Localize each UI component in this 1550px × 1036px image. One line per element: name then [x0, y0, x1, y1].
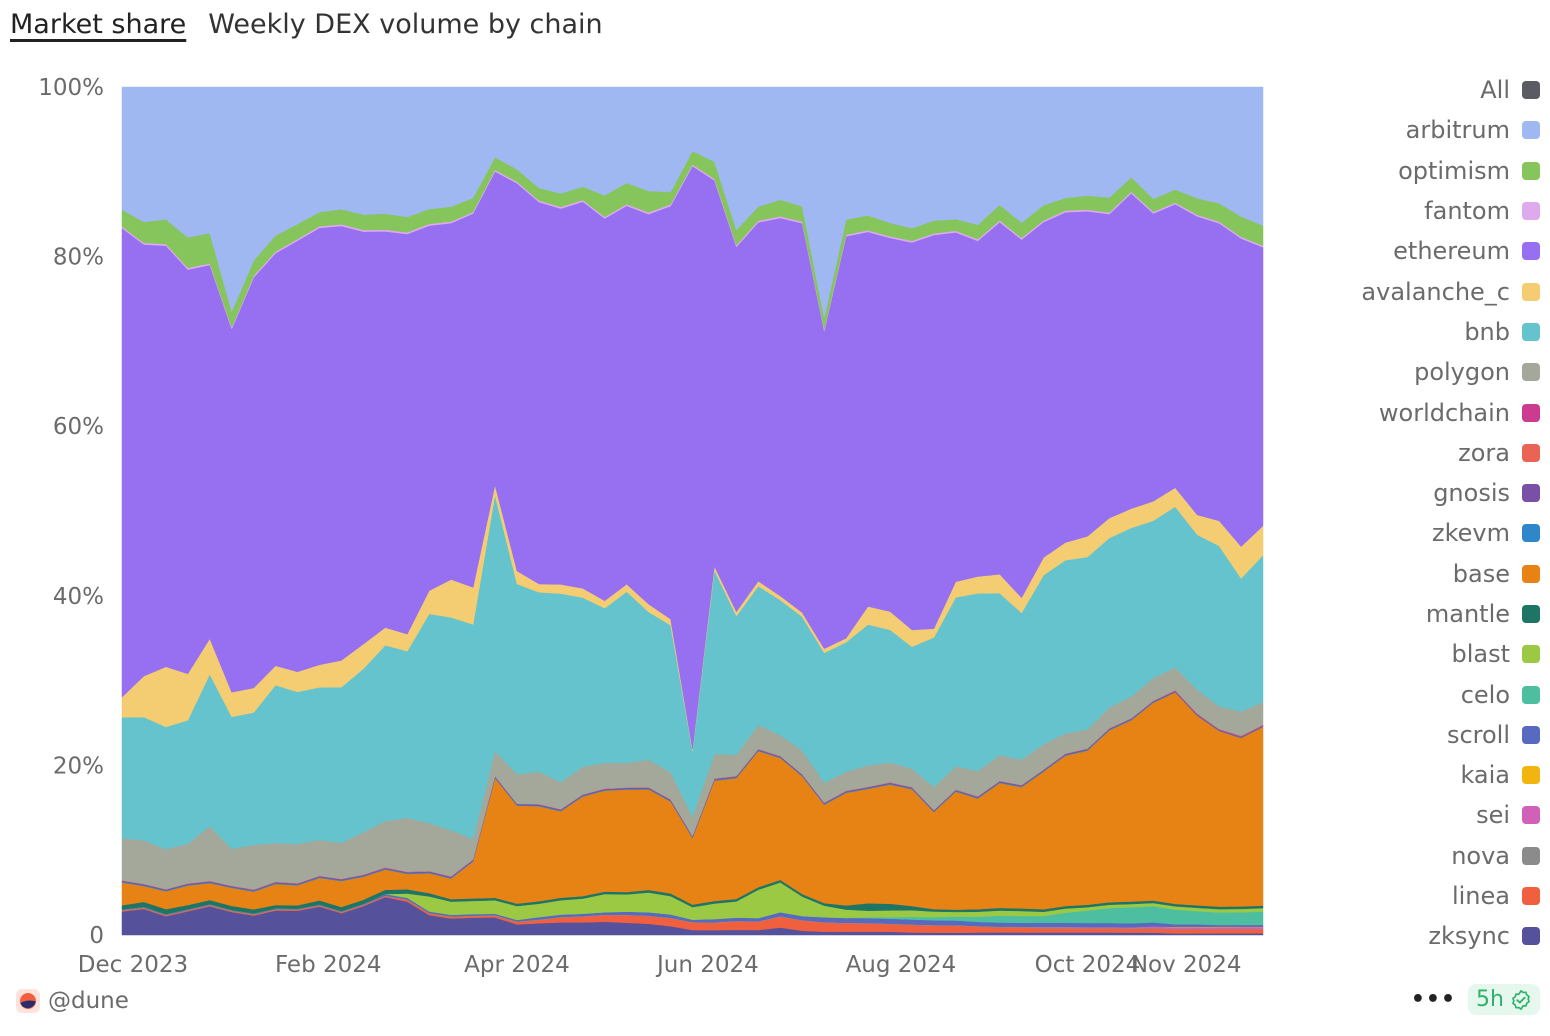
y-tick-label: 20% — [53, 753, 104, 779]
legend-item-ethereum[interactable]: ethereum — [1320, 231, 1540, 271]
legend-label: polygon — [1414, 358, 1510, 387]
legend-item-gnosis[interactable]: gnosis — [1320, 473, 1540, 513]
legend-label: bnb — [1464, 317, 1510, 346]
y-axis: 0 20% 40% 60% 80% 100% — [38, 75, 104, 949]
legend-swatch — [1522, 322, 1540, 341]
x-axis: Dec 2023 Feb 2024 Apr 2024 Jun 2024 Aug 2024… — [78, 952, 1242, 978]
legend-item-optimism[interactable]: optimism — [1320, 151, 1540, 191]
legend-item-worldchain[interactable]: worldchain — [1320, 392, 1540, 432]
area-layers — [121, 86, 1264, 936]
legend-item-mantle[interactable]: mantle — [1320, 594, 1540, 634]
legend-swatch — [1522, 846, 1540, 865]
x-tick-label: Nov 2024 — [1131, 952, 1242, 978]
legend-swatch — [1522, 524, 1540, 543]
legend-item-avalanche-c[interactable]: avalanche_c — [1320, 271, 1540, 311]
legend-swatch — [1522, 766, 1540, 785]
legend-label: ethereum — [1393, 237, 1510, 266]
legend-swatch — [1522, 887, 1540, 906]
legend-item-bnb[interactable]: bnb — [1320, 312, 1540, 352]
legend-item-nova[interactable]: nova — [1320, 836, 1540, 876]
author-info: @dune — [16, 988, 129, 1014]
area-arbitrum[interactable] — [121, 86, 1264, 318]
legend-label: mantle — [1425, 600, 1510, 628]
legend-swatch — [1522, 806, 1540, 825]
author-handle[interactable]: @dune — [48, 988, 129, 1014]
legend-swatch — [1522, 81, 1540, 100]
legend-label: nova — [1451, 841, 1510, 870]
legend-label: avalanche_c — [1361, 277, 1510, 306]
legend-label: zksync — [1428, 922, 1510, 951]
legend-swatch — [1522, 202, 1540, 221]
freshness-text: 5h — [1476, 987, 1504, 1012]
legend: All arbitrum optimism fantom ethereum avalanc… — [1320, 70, 1540, 957]
footer-actions: ••• 5h — [1411, 984, 1540, 1015]
x-tick-label: Oct 2024 — [1035, 952, 1141, 978]
x-tick-label: Dec 2023 — [78, 952, 188, 978]
legend-label: All — [1480, 76, 1510, 105]
legend-item-zkevm[interactable]: zkevm — [1320, 513, 1540, 553]
legend-label: scroll — [1446, 720, 1510, 749]
legend-swatch — [1522, 564, 1540, 583]
legend-swatch — [1522, 242, 1540, 261]
legend-label: zkevm — [1432, 519, 1510, 548]
y-tick-label: 80% — [53, 245, 104, 271]
x-tick-label: Apr 2024 — [464, 952, 570, 978]
legend-label: kaia — [1460, 761, 1510, 790]
legend-swatch — [1522, 725, 1540, 744]
more-options-button[interactable]: ••• — [1410, 987, 1457, 1012]
legend-label: arbitrum — [1405, 116, 1510, 145]
legend-label: linea — [1451, 882, 1510, 911]
legend-item-base[interactable]: base — [1320, 554, 1540, 594]
legend-item-zora[interactable]: zora — [1320, 433, 1540, 473]
legend-swatch — [1522, 484, 1540, 503]
x-tick-label: Jun 2024 — [655, 952, 759, 978]
legend-swatch — [1522, 605, 1540, 623]
y-tick-label: 60% — [53, 414, 104, 440]
legend-item-scroll[interactable]: scroll — [1320, 715, 1540, 755]
legend-label: gnosis — [1433, 479, 1510, 508]
legend-item-celo[interactable]: celo — [1320, 674, 1540, 714]
verified-badge-icon — [1512, 989, 1530, 1010]
legend-item-blast[interactable]: blast — [1320, 634, 1540, 674]
legend-item-zksync[interactable]: zksync — [1320, 916, 1540, 956]
legend-item-kaia[interactable]: kaia — [1320, 755, 1540, 795]
legend-swatch — [1522, 282, 1540, 301]
y-tick-label: 40% — [53, 584, 104, 610]
legend-swatch — [1522, 161, 1540, 180]
legend-label: celo — [1460, 680, 1510, 709]
legend-swatch — [1522, 685, 1540, 704]
chart-header: Market share Weekly DEX volume by chain — [10, 4, 603, 44]
legend-item-linea[interactable]: linea — [1320, 876, 1540, 916]
chart-subtitle: Weekly DEX volume by chain — [208, 8, 603, 40]
legend-swatch — [1522, 363, 1540, 382]
dune-logo-icon — [16, 989, 40, 1013]
legend-swatch — [1522, 403, 1540, 422]
legend-item-arbitrum[interactable]: arbitrum — [1320, 110, 1540, 150]
legend-swatch — [1522, 443, 1540, 462]
legend-label: base — [1452, 559, 1510, 588]
legend-label: optimism — [1398, 156, 1510, 185]
legend-item-sei[interactable]: sei — [1320, 795, 1540, 835]
freshness-badge[interactable]: 5h — [1468, 984, 1540, 1015]
x-tick-label: Feb 2024 — [275, 952, 382, 978]
legend-item-fantom[interactable]: fantom — [1320, 191, 1540, 231]
x-tick-label: Aug 2024 — [846, 952, 957, 978]
legend-item-polygon[interactable]: polygon — [1320, 352, 1540, 392]
legend-swatch — [1522, 121, 1540, 140]
legend-label: fantom — [1424, 197, 1510, 226]
tab-market-share[interactable]: Market share — [10, 8, 187, 40]
legend-label: zora — [1458, 438, 1510, 467]
legend-swatch — [1522, 645, 1540, 664]
y-tick-label: 0 — [89, 923, 104, 949]
legend-swatch — [1522, 927, 1540, 946]
legend-label: blast — [1451, 640, 1510, 669]
legend-item-all[interactable]: All — [1320, 70, 1540, 110]
legend-label: sei — [1476, 801, 1510, 830]
y-tick-label: 100% — [38, 75, 104, 101]
legend-label: worldchain — [1378, 398, 1510, 427]
